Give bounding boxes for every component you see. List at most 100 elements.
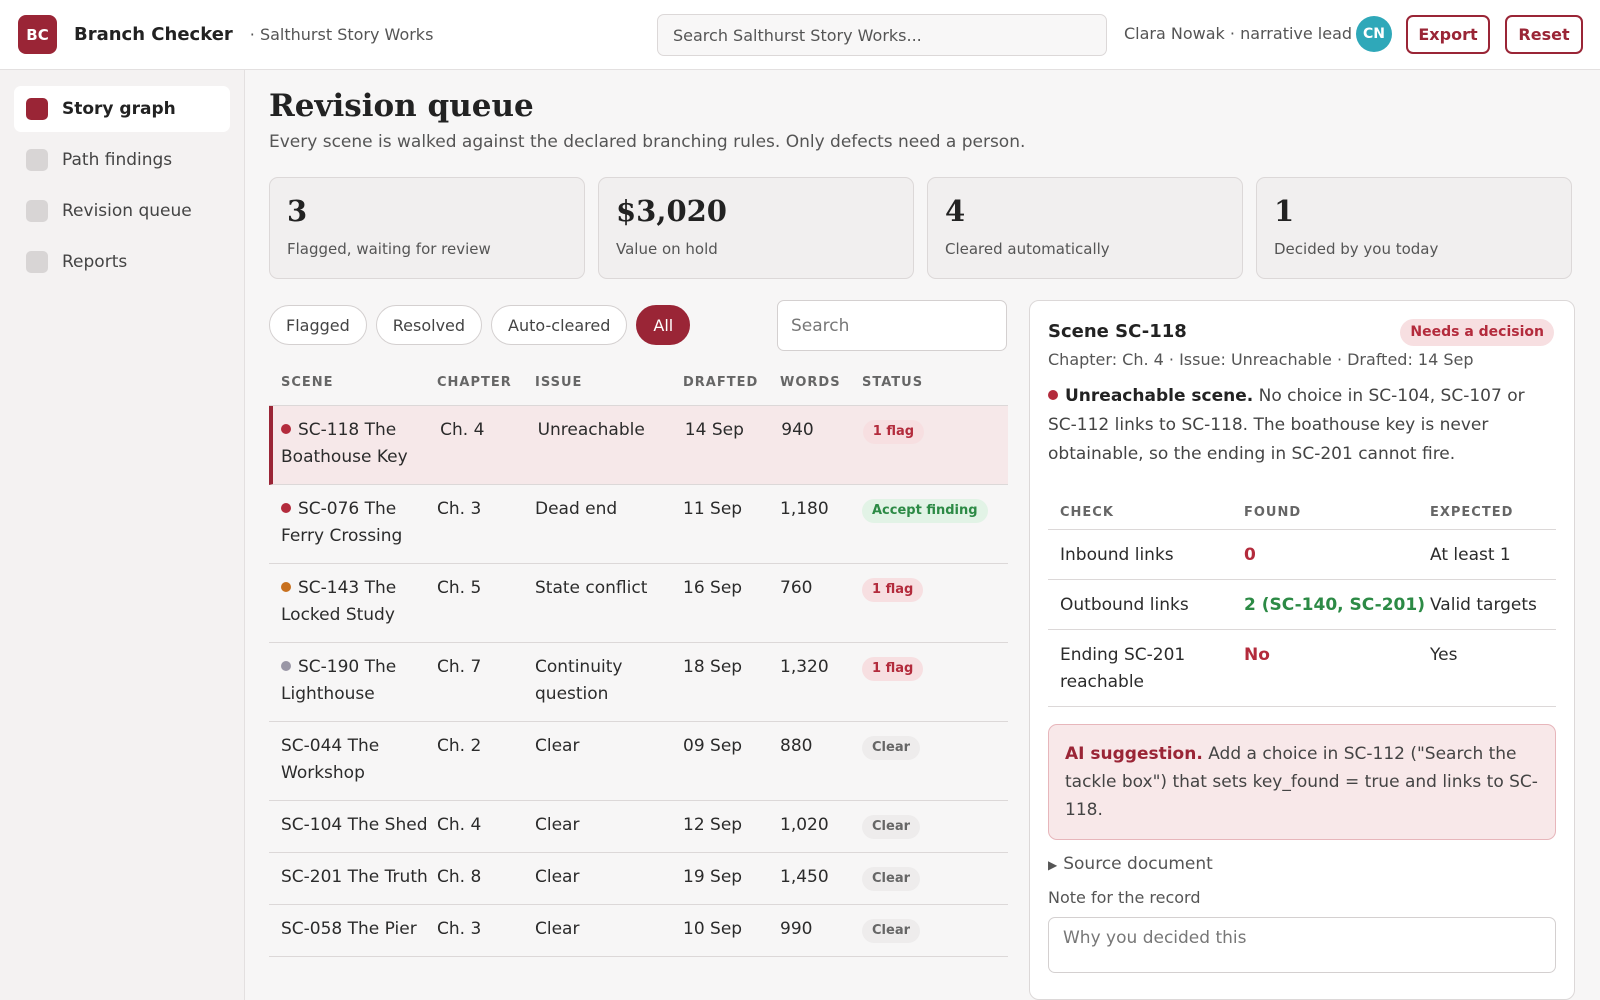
cell-text: SC-118 The Boathouse Key <box>281 420 408 467</box>
cell-text: Ch. 7 <box>437 657 482 677</box>
source-document-toggle[interactable]: ▶ Source document <box>1048 854 1556 874</box>
cell-scene: SC-104 The Shed <box>269 812 437 852</box>
page-subtitle: Every scene is walked against the declar… <box>269 132 1026 152</box>
stat-label: Flagged, waiting for review <box>287 240 491 258</box>
table-row[interactable]: SC-118 The Boathouse Key Ch. 4 Unreachable… <box>269 406 1008 485</box>
expected-column-header: EXPECTED <box>1430 504 1514 520</box>
severity-dot-icon <box>281 661 291 671</box>
page-title: Revision queue <box>269 88 534 124</box>
cell-drafted: 12 Sep <box>683 812 780 852</box>
filter-flagged[interactable]: Flagged <box>269 305 367 345</box>
cell-status: Clear <box>862 864 1008 904</box>
cell-text: SC-190 The Lighthouse <box>281 657 397 704</box>
check-expected: At least 1 <box>1430 545 1511 565</box>
cell-text: SC-058 The Pier <box>281 919 417 939</box>
status-badge: 1 flag <box>862 420 925 444</box>
check-expected: Valid targets <box>1430 595 1537 615</box>
filter-all[interactable]: All <box>636 305 691 345</box>
cell-drafted: 18 Sep <box>683 654 780 721</box>
export-button[interactable]: Export <box>1406 15 1490 54</box>
source-document-label: Source document <box>1063 854 1213 874</box>
severity-dot-icon <box>281 503 291 513</box>
cell-text: Clear <box>535 919 580 939</box>
sidebar-item-revision-queue[interactable]: Revision queue <box>14 188 230 234</box>
cell-chapter: Ch. 8 <box>437 864 535 904</box>
cell-issue: Clear <box>535 733 683 800</box>
cell-text: 1,180 <box>780 499 829 519</box>
global-search-input[interactable] <box>657 14 1107 56</box>
stat-card-decided: 1 Decided by you today <box>1256 177 1572 279</box>
app-logo: BC <box>18 15 57 54</box>
column-header-chapter[interactable]: CHAPTER <box>437 375 512 390</box>
column-header-issue[interactable]: ISSUE <box>535 375 583 390</box>
cell-text: Ch. 3 <box>437 499 482 519</box>
table-row[interactable]: SC-076 The Ferry Crossing Ch. 3 Dead end 11… <box>269 485 1008 564</box>
cell-words: 1,020 <box>780 812 862 852</box>
reset-button[interactable]: Reset <box>1505 15 1583 54</box>
stat-value: 3 <box>287 194 308 228</box>
cell-scene: SC-118 The Boathouse Key <box>273 417 440 484</box>
status-badge: 1 flag <box>862 657 924 681</box>
cell-text: SC-143 The Locked Study <box>281 578 397 625</box>
cell-text: Unreachable <box>537 420 645 440</box>
sidebar-item-path-findings[interactable]: Path findings <box>14 137 230 183</box>
filter-auto-cleared[interactable]: Auto-cleared <box>491 305 628 345</box>
sidebar-item-label: Path findings <box>62 150 173 170</box>
avatar[interactable]: CN <box>1356 16 1392 52</box>
cell-drafted: 19 Sep <box>683 864 780 904</box>
cell-text: SC-044 The Workshop <box>281 736 380 783</box>
scene-table: SCENE CHAPTER ISSUE DRAFTED WORDS STATUS… <box>269 360 1008 957</box>
cell-text: State conflict <box>535 578 648 598</box>
sidebar-item-label: Story graph <box>62 99 176 119</box>
column-header-scene[interactable]: SCENE <box>281 375 334 390</box>
ai-suggestion-label: AI suggestion. <box>1065 744 1203 764</box>
note-label: Note for the record <box>1048 888 1201 907</box>
cell-text: 880 <box>780 736 813 756</box>
column-header-words[interactable]: WORDS <box>780 375 841 390</box>
stat-card-cleared: 4 Cleared automatically <box>927 177 1243 279</box>
ai-suggestion-text: Add a choice in SC-112 ("Search the tack… <box>1065 744 1538 820</box>
cell-chapter: Ch. 4 <box>437 812 535 852</box>
cell-text: 14 Sep <box>684 420 744 440</box>
check-column-header: CHECK <box>1060 504 1114 520</box>
sidebar-item-label: Reports <box>62 252 128 272</box>
table-row[interactable]: SC-201 The Truth Ch. 8 Clear 19 Sep 1,450 Cle… <box>269 853 1008 905</box>
cell-text: 1,450 <box>780 867 829 887</box>
sidebar-item-reports[interactable]: Reports <box>14 239 230 285</box>
check-found: No <box>1244 645 1270 665</box>
column-header-status[interactable]: STATUS <box>862 375 924 390</box>
table-body: SC-118 The Boathouse Key Ch. 4 Unreachable… <box>269 406 1008 957</box>
detail-title: Scene SC-118 <box>1048 321 1187 342</box>
ai-suggestion: AI suggestion. Add a choice in SC-112 ("… <box>1048 724 1556 840</box>
cell-text: 1,020 <box>780 815 829 835</box>
cell-issue: State conflict <box>535 575 683 642</box>
cell-text: 940 <box>781 420 814 440</box>
cell-issue: Unreachable <box>538 417 685 484</box>
column-header-drafted[interactable]: DRAFTED <box>683 375 759 390</box>
cell-text: 10 Sep <box>683 919 743 939</box>
status-badge: Clear <box>862 815 920 839</box>
path-findings-icon <box>26 149 48 171</box>
table-search-input[interactable] <box>777 300 1007 351</box>
table-row[interactable]: SC-190 The Lighthouse Ch. 7 Continuity que… <box>269 643 1008 722</box>
cell-status: 1 flag <box>862 417 1008 484</box>
sidebar-item-story-graph[interactable]: Story graph <box>14 86 230 132</box>
table-row[interactable]: SC-104 The Shed Ch. 4 Clear 12 Sep 1,020 Clea… <box>269 801 1008 853</box>
status-badge: Clear <box>862 736 920 760</box>
table-row[interactable]: SC-058 The Pier Ch. 3 Clear 10 Sep 990 Clear <box>269 905 1008 957</box>
cell-text: 18 Sep <box>683 657 743 677</box>
table-row[interactable]: SC-044 The Workshop Ch. 2 Clear 09 Sep 880 Cl… <box>269 722 1008 801</box>
finding-title: Unreachable scene. <box>1065 386 1254 406</box>
cell-text: 12 Sep <box>683 815 743 835</box>
cell-status: Clear <box>862 812 1008 852</box>
table-row[interactable]: SC-143 The Locked Study Ch. 5 State confli… <box>269 564 1008 643</box>
cell-status: Clear <box>862 733 1008 800</box>
finding-text: No choice in SC-104, SC-107 or SC-112 li… <box>1048 386 1525 464</box>
check-row: Ending SC-201 reachable No Yes <box>1048 630 1556 707</box>
note-field[interactable] <box>1048 917 1556 973</box>
cell-issue: Dead end <box>535 496 683 563</box>
status-badge: Clear <box>862 919 920 943</box>
status-badge[interactable]: Accept finding <box>862 499 988 523</box>
check-row: Inbound links 0 At least 1 <box>1048 530 1556 580</box>
filter-resolved[interactable]: Resolved <box>375 305 483 345</box>
